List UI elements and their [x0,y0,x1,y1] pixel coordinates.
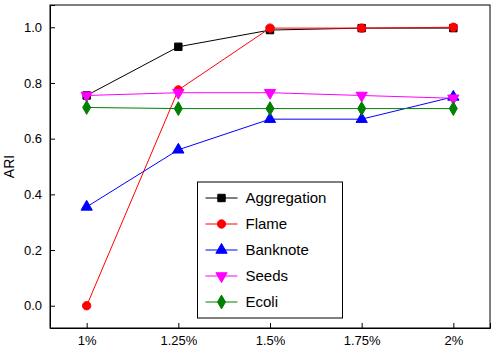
marker [266,24,274,32]
plot: 1% 1.25% 1.5% 1.75% 2% 0.0 0.2 0.4 0.6 0.8 1.0 Aggr… [24,5,491,348]
tick-mark [87,323,88,328]
x-axis: 1% 1.25% 1.5% 1.75% 2% [51,323,491,348]
legend-marker [216,243,227,253]
tick-mark [362,323,363,328]
marker [82,302,90,310]
legend-label: Flame [246,215,288,232]
tick-mark [50,27,55,28]
axis-title: ARI [1,155,17,178]
marker [173,143,184,153]
legend-entry: Ecoli [206,293,279,310]
series-line [87,97,454,207]
legend-marker [218,295,226,309]
tick-mark [50,306,55,307]
tick-label: 1.0 [24,20,42,35]
tick-mark [50,194,55,195]
y-axis: 0.0 0.2 0.4 0.6 0.8 1.0 [24,6,55,329]
legend-label: Aggregation [246,189,327,206]
tick: 0.4 [24,187,55,202]
series-line [87,28,454,95]
tick-label: 2% [444,333,463,348]
tick-label: 1.5% [256,333,286,348]
plot-frame [50,5,490,328]
tick-label: 0.4 [24,187,42,202]
tick-label: 0.0 [24,298,42,313]
tick-label: 1.25% [160,333,197,348]
axis-line [51,6,56,329]
tick-mark [50,250,55,251]
tick: 1% [78,323,97,348]
marker [358,102,366,116]
tick-mark [50,139,55,140]
tick-mark [453,323,454,328]
legend-entry: Aggregation [206,189,327,206]
marker [264,89,275,99]
legend-marker [218,194,225,201]
tick-label: 1.75% [344,333,381,348]
axis-line [51,323,491,329]
legend-entry: Flame [206,215,288,232]
marker [357,24,365,32]
marker [81,200,92,210]
tick-label: 1% [78,333,97,348]
tick-label: 0.2 [24,243,42,258]
legend-entry: Banknote [206,241,309,258]
marker [174,102,182,116]
tick: 1.0 [24,20,55,35]
tick: 0.8 [24,76,55,91]
marker [173,89,184,99]
marker [358,24,365,31]
marker [449,23,457,31]
tick-label: 0.6 [24,131,42,146]
marker [266,102,274,116]
tick-label: 0.8 [24,76,42,91]
tick: 1.75% [344,323,381,348]
tick: 0.2 [24,243,55,258]
tick: 1.5% [256,323,286,348]
marker [175,43,182,50]
tick: 1.25% [160,323,197,348]
tick-mark [270,323,271,328]
chart: 1% 1.25% 1.5% 1.75% 2% 0.0 0.2 0.4 0.6 0.8 1.0 Aggr… [0,0,500,358]
legend: Aggregation Flame Banknote Seeds Ecoli [198,182,343,318]
marker [83,101,91,115]
marker [449,102,457,116]
legend-label: Banknote [246,241,309,258]
marker [356,92,367,102]
legend-box [198,182,343,318]
tick: 2% [444,323,463,348]
tick-mark [178,323,179,328]
legend-label: Ecoli [246,293,279,310]
legend-marker [217,220,225,228]
tick: 0.0 [24,298,55,313]
tick: 0.6 [24,131,55,146]
legend-label: Seeds [246,267,289,284]
legend-marker [216,273,227,283]
legend-entry: Seeds [206,267,289,284]
series-group [81,23,459,310]
tick-mark [50,83,55,84]
